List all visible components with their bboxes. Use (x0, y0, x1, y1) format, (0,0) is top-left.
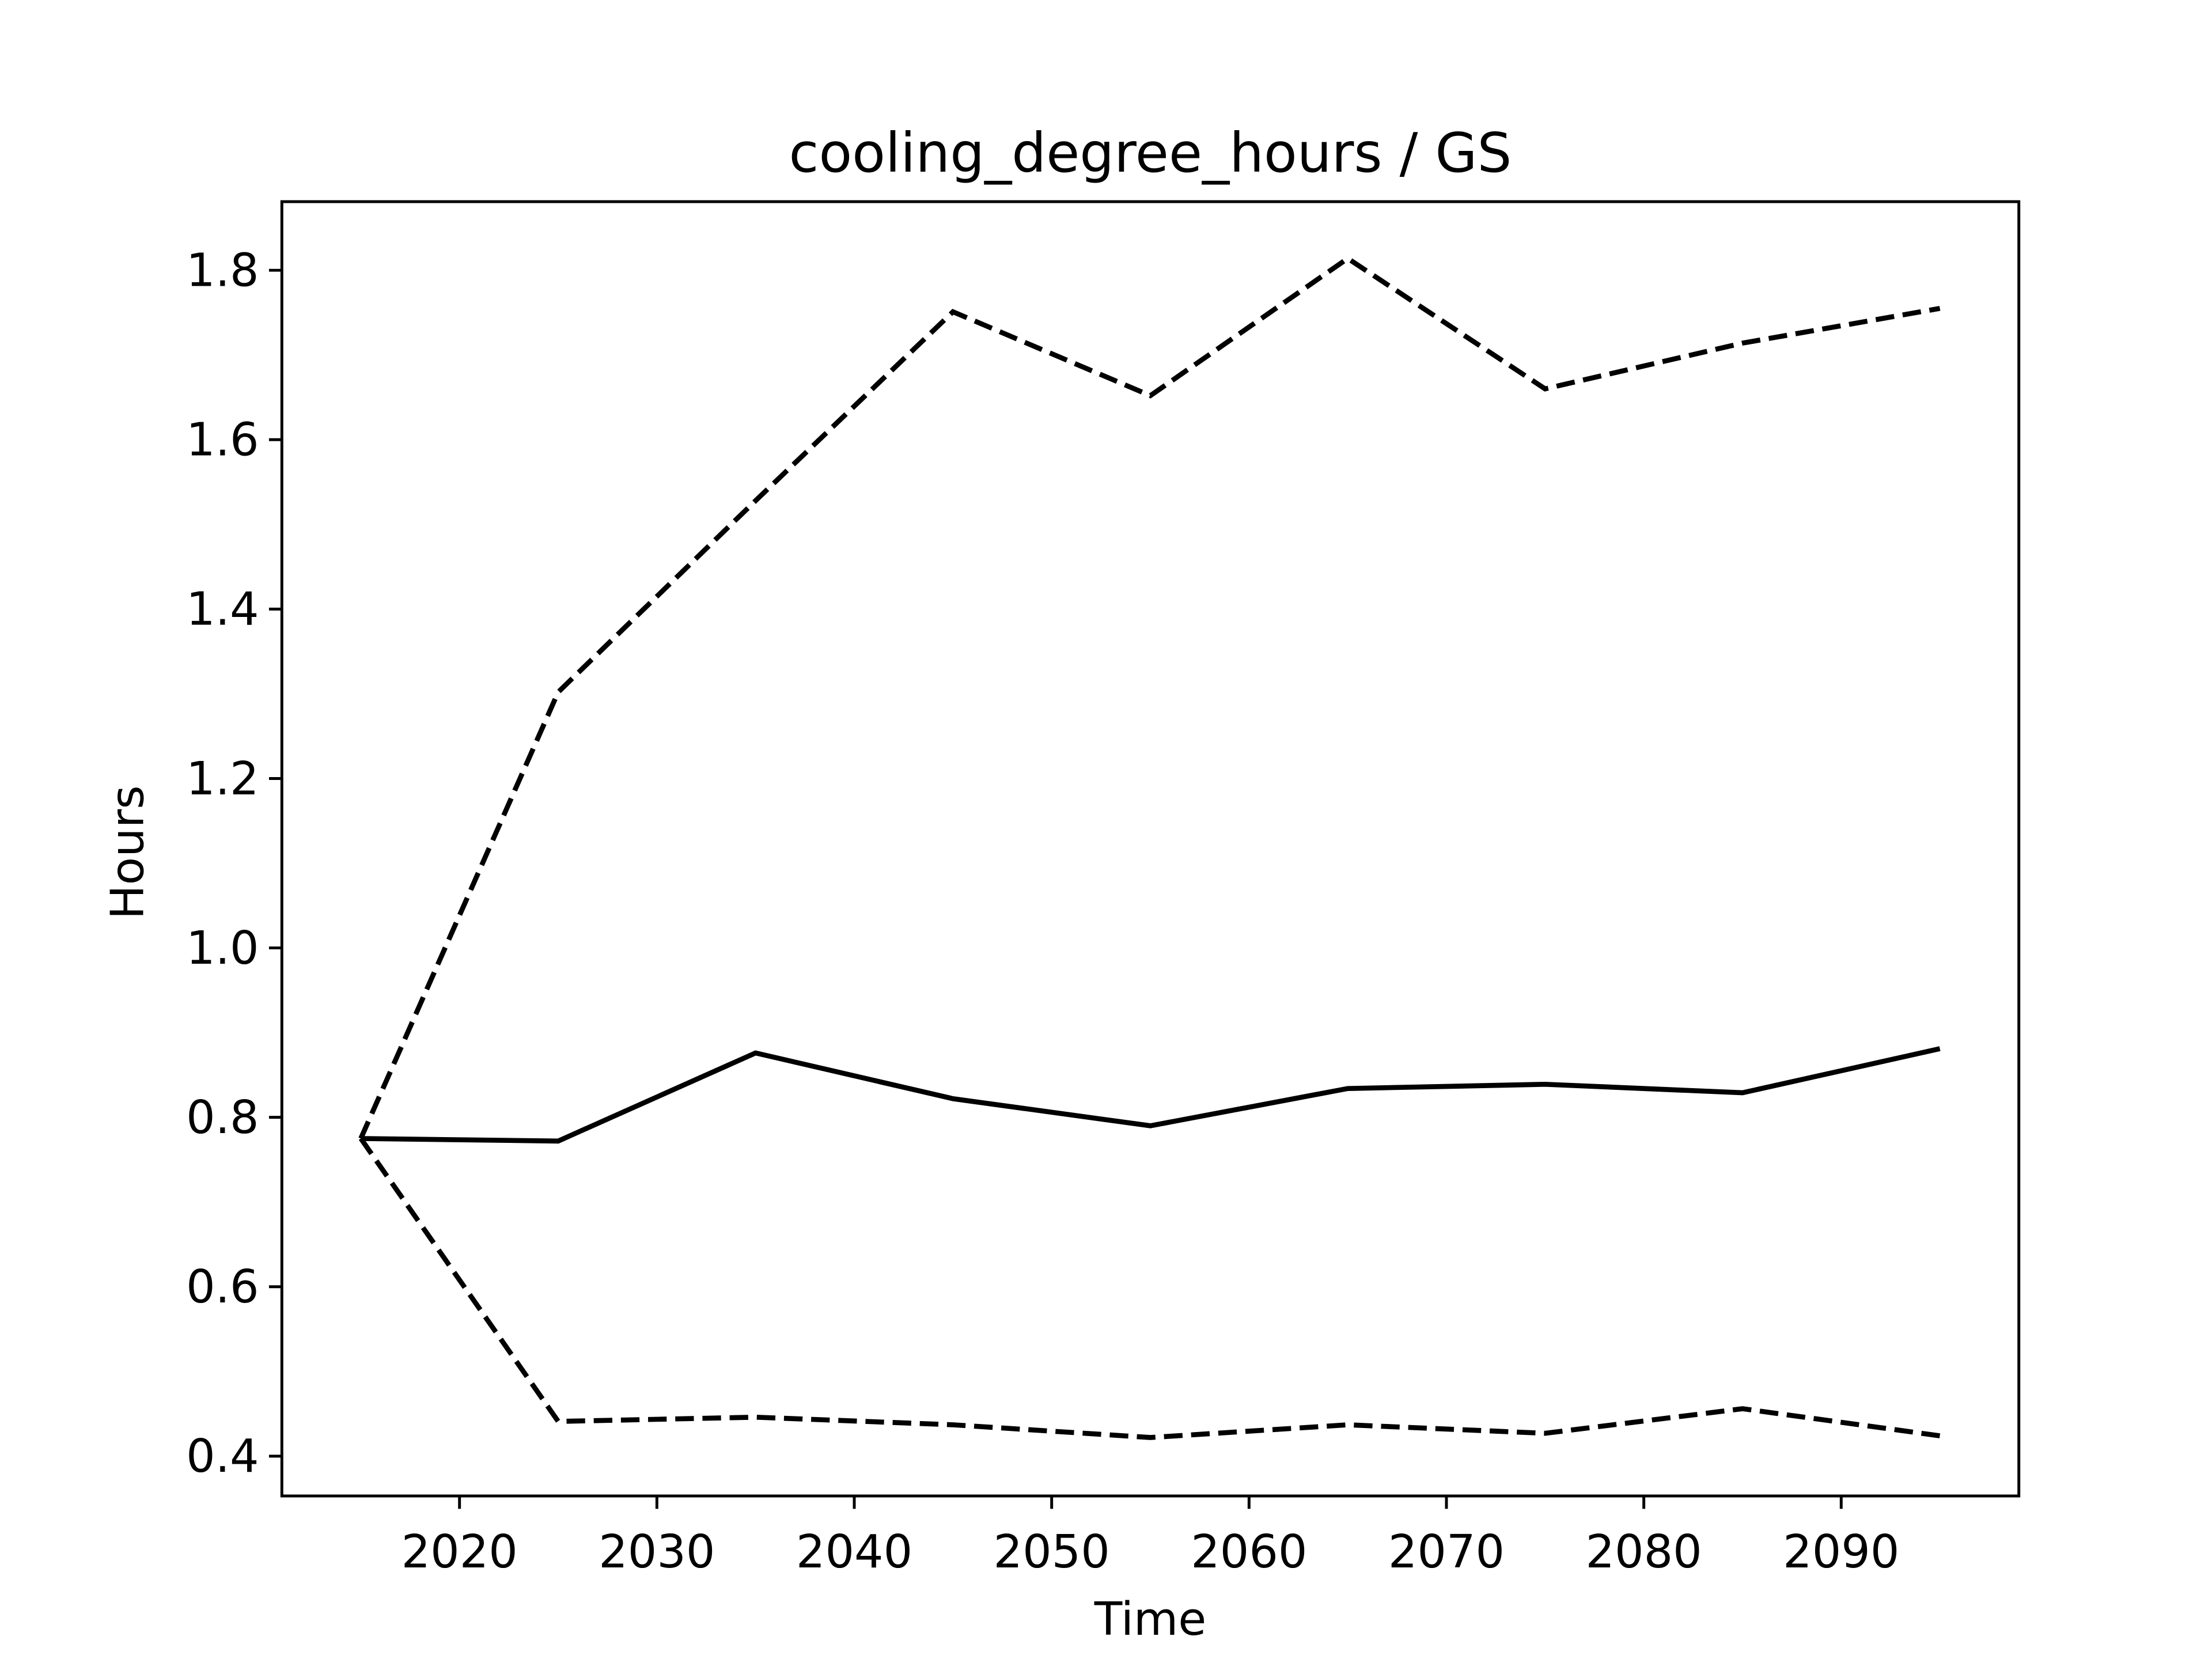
y-tick-label: 1.0 (186, 921, 259, 975)
y-tick-label: 0.6 (186, 1260, 259, 1313)
x-tick-label: 2050 (994, 1525, 1110, 1578)
y-tick-label: 0.8 (186, 1090, 259, 1144)
x-tick-label: 2040 (796, 1525, 912, 1578)
plot-frame (280, 200, 2021, 1498)
y-tick-label: 1.6 (186, 413, 259, 467)
y-tick-label: 1.8 (186, 244, 259, 297)
line-series (358, 1137, 1941, 1440)
x-tick-label: 2030 (599, 1525, 715, 1578)
line-series (358, 255, 1941, 1140)
x-tick-label: 2060 (1191, 1525, 1307, 1578)
x-tick-label: 2080 (1586, 1525, 1702, 1578)
line-series (361, 1046, 1941, 1144)
chart-title: cooling_degree_hours / GS (789, 122, 1512, 185)
y-tick-label: 1.2 (186, 752, 259, 805)
x-tick-label: 2090 (1783, 1525, 1899, 1578)
y-axis-label: Hours (100, 785, 154, 919)
y-tick-label: 0.4 (186, 1429, 259, 1483)
x-tick-label: 2070 (1388, 1525, 1505, 1578)
x-axis-label: Time (1094, 1592, 1206, 1646)
x-tick-label: 2020 (402, 1525, 518, 1578)
y-tick-label: 1.4 (186, 582, 259, 636)
